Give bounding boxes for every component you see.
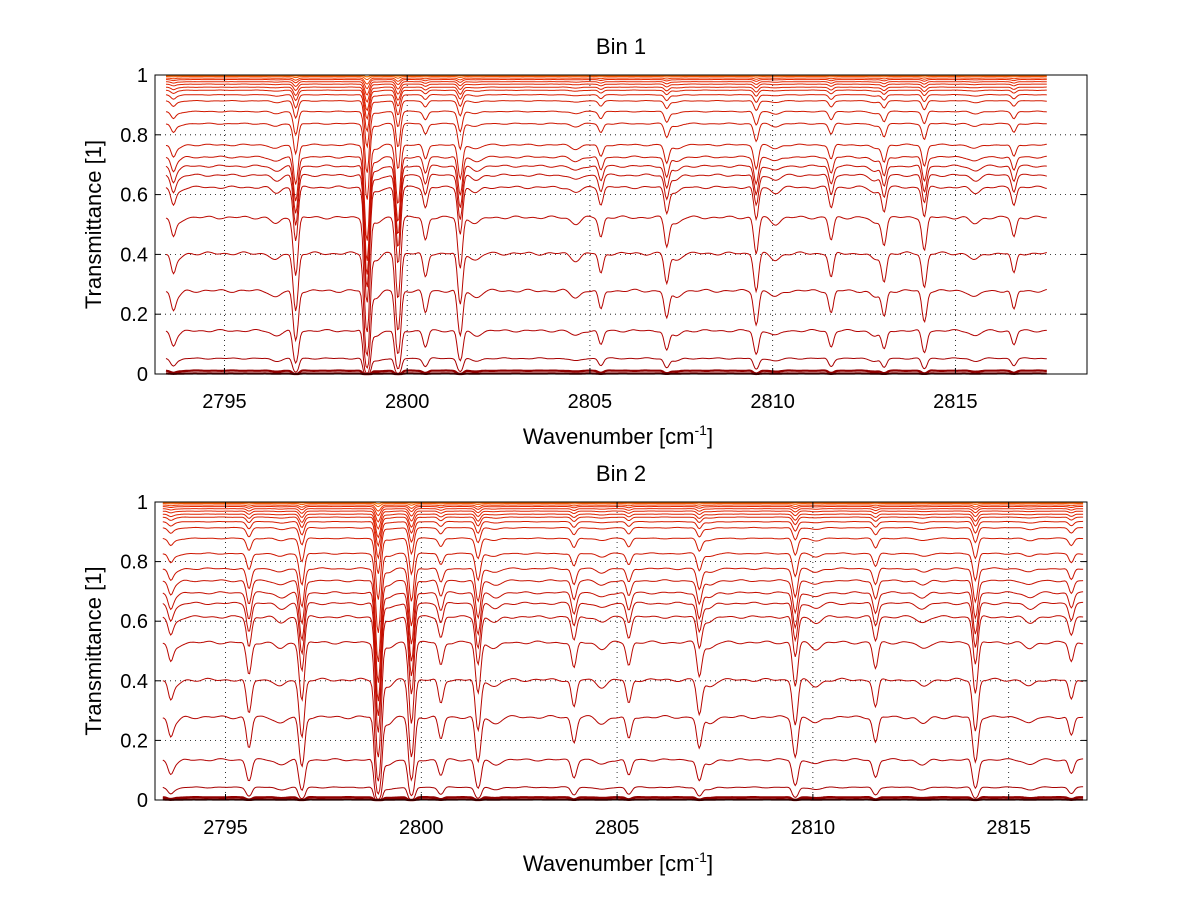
y-tick-label: 0 bbox=[137, 364, 148, 386]
spectrum-series-line bbox=[162, 796, 1084, 802]
spectrum-series-line bbox=[162, 591, 1084, 702]
spectrum-series-line bbox=[162, 504, 1084, 512]
y-tick-label: 0.4 bbox=[120, 671, 148, 693]
spectrum-series-line bbox=[165, 288, 1047, 369]
spectrum-series-line bbox=[162, 516, 1084, 548]
x-axis-label-superscript: -1 bbox=[695, 849, 708, 865]
spectrum-series-line bbox=[165, 89, 1047, 121]
x-tick-label: 2805 bbox=[568, 391, 613, 413]
spectrum-series-line bbox=[166, 78, 1047, 90]
spectrum-series-line bbox=[166, 86, 1047, 112]
x-tick-label: 2800 bbox=[385, 391, 430, 413]
spectrum-series-line bbox=[162, 537, 1084, 600]
x-axis-label-text: Wavenumber [cm bbox=[523, 851, 695, 876]
spectrum-series-line bbox=[162, 513, 1084, 539]
grid bbox=[155, 501, 1087, 801]
axes-frame bbox=[154, 74, 1088, 375]
spectrum-series-line bbox=[165, 164, 1047, 275]
series-group bbox=[165, 74, 1047, 376]
x-axis-label: Wavenumber [cm-1] bbox=[523, 422, 713, 449]
grid bbox=[155, 74, 1087, 375]
spectrum-series-line bbox=[162, 677, 1084, 782]
y-tick-label: 0.2 bbox=[120, 730, 148, 752]
y-tick-label: 0.6 bbox=[120, 185, 148, 207]
spectrum-series-line bbox=[165, 99, 1047, 149]
y-tick-label: 0 bbox=[137, 790, 148, 812]
x-tick-label: 2795 bbox=[203, 817, 248, 839]
spectrum-series-line bbox=[165, 185, 1047, 303]
spectrum-series-line bbox=[162, 503, 1084, 508]
y-axis-label: Transmittance [1] bbox=[81, 140, 106, 309]
spectrum-series-line bbox=[162, 510, 1084, 530]
spectrum-series-line bbox=[162, 714, 1084, 795]
spectrum-series-line bbox=[165, 110, 1047, 173]
spectrum-series-line bbox=[162, 502, 1084, 505]
spectrum-series-line bbox=[165, 357, 1047, 375]
spectrum-series-line bbox=[165, 81, 1047, 96]
spectrum-series-line bbox=[162, 758, 1084, 800]
x-axis-label-superscript: -1 bbox=[695, 422, 708, 438]
x-axis-label: Wavenumber [cm-1] bbox=[523, 849, 713, 876]
x-tick-label: 2815 bbox=[986, 817, 1031, 839]
x-tick-label: 2810 bbox=[791, 817, 836, 839]
spectrum-series-line bbox=[165, 328, 1047, 374]
y-tick-label: 0.4 bbox=[120, 244, 148, 266]
y-tick-label: 0.8 bbox=[120, 125, 148, 147]
series-group bbox=[162, 501, 1084, 802]
spectrum-series-line bbox=[166, 76, 1047, 81]
spectrum-series-line bbox=[165, 215, 1047, 333]
axes-frame bbox=[154, 501, 1088, 801]
spectrum-series-line bbox=[162, 601, 1084, 716]
spectrum-series-line bbox=[162, 508, 1084, 523]
spectrum-series-line bbox=[165, 143, 1047, 241]
ticks: 2795 2800 2805 2810 2815 0 0.2 0.4 0.6 0.8 1 bbox=[120, 65, 1087, 413]
spectrum-series-line bbox=[166, 77, 1047, 85]
x-axis-label-text: Wavenumber [cm bbox=[523, 424, 695, 449]
spectrum-series-line bbox=[165, 155, 1047, 261]
y-tick-label: 1 bbox=[137, 492, 148, 514]
spectrum-series-line bbox=[166, 75, 1047, 78]
spectrum-series-line bbox=[162, 640, 1084, 758]
ticks: 2795 2800 2805 2810 2815 0 0.2 0.4 0.6 0.8 1 bbox=[120, 492, 1087, 839]
spectrum-series-line bbox=[162, 567, 1084, 663]
spectrum-series-line bbox=[162, 579, 1084, 683]
chart-title: Bin 2 bbox=[596, 461, 646, 486]
spectrum-series-line bbox=[165, 369, 1047, 376]
x-tick-label: 2805 bbox=[595, 817, 640, 839]
x-tick-label: 2795 bbox=[202, 391, 247, 413]
spectrum-series-line bbox=[165, 173, 1047, 288]
spectrum-series-line bbox=[162, 520, 1084, 560]
spectrum-series-line bbox=[165, 122, 1047, 200]
x-axis-label-end: ] bbox=[707, 424, 713, 449]
x-axis-label-end: ] bbox=[707, 851, 713, 876]
spectrum-series-line bbox=[165, 94, 1047, 133]
y-tick-label: 1 bbox=[137, 65, 148, 87]
y-tick-label: 0.6 bbox=[120, 611, 148, 633]
spectrum-series-line bbox=[162, 505, 1084, 517]
y-tick-label: 0.8 bbox=[120, 552, 148, 574]
plot-panel-bin-2: Bin 2 2795 2800 2805 2810 2815 0 0.2 0.4 0.6 0.8 1… bbox=[81, 461, 1088, 876]
x-tick-label: 2810 bbox=[750, 391, 795, 413]
spectrum-series-line bbox=[162, 526, 1084, 574]
spectrum-series-line bbox=[166, 83, 1047, 103]
spectrum-series-line bbox=[165, 251, 1047, 357]
spectrum-series-line bbox=[162, 552, 1084, 633]
y-tick-label: 0.2 bbox=[120, 304, 148, 326]
spectrum-series-line bbox=[162, 615, 1084, 733]
x-tick-label: 2815 bbox=[933, 391, 978, 413]
chart-title: Bin 1 bbox=[596, 34, 646, 59]
y-axis-label: Transmittance [1] bbox=[81, 566, 106, 735]
spectrum-series-line bbox=[162, 786, 1084, 801]
x-tick-label: 2800 bbox=[399, 817, 444, 839]
plot-panel-bin-1: Bin 1 2795 2800 2805 2810 2815 0 0.2 0.4 0.6 0.8 1… bbox=[81, 34, 1088, 449]
